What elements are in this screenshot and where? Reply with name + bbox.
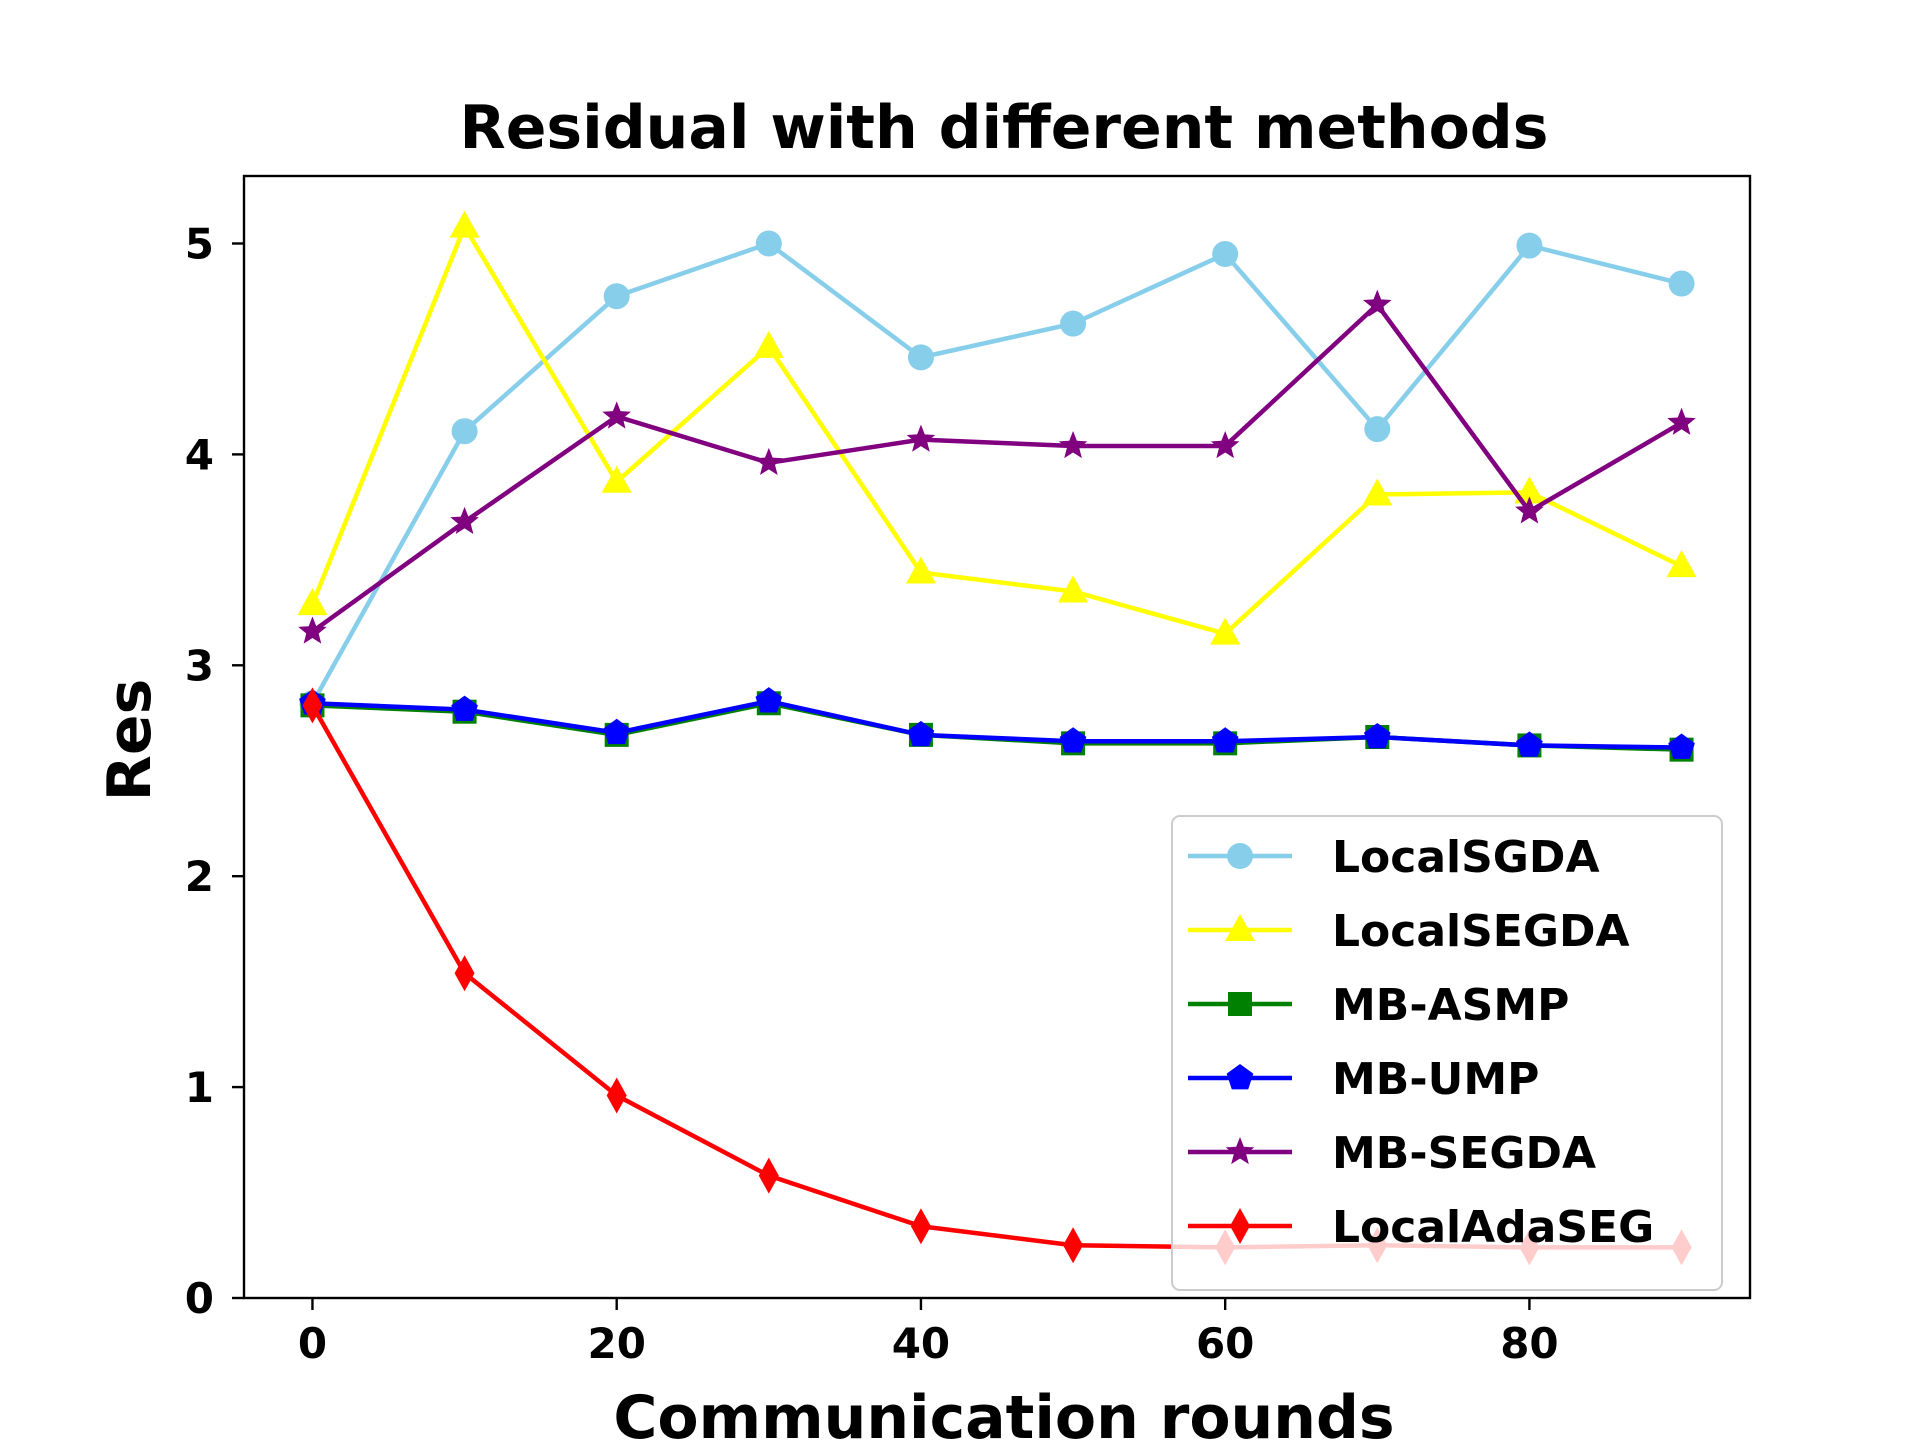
legend-box xyxy=(1171,815,1723,1291)
data-point-localadaseg xyxy=(910,1208,931,1245)
data-point-localsgda xyxy=(1516,232,1543,259)
y-axis-label: Res xyxy=(95,679,165,802)
data-point-mb-segda xyxy=(298,616,327,644)
data-point-localsegda xyxy=(297,588,328,616)
legend-item-mb-asmp: MB-ASMP xyxy=(1188,980,1569,1031)
data-point-mb-segda xyxy=(1058,430,1088,459)
data-point-mb-segda xyxy=(1667,407,1696,435)
legend-item-mb-ump: MB-UMP xyxy=(1188,1054,1539,1105)
data-point-mb-segda xyxy=(450,506,479,535)
data-point-localadaseg xyxy=(758,1157,779,1194)
data-point-mb-segda xyxy=(1363,289,1392,317)
data-point-mb-ump xyxy=(451,695,478,721)
x-axis-label: Communication rounds xyxy=(613,1383,1394,1440)
data-point-mb-segda xyxy=(602,401,631,429)
data-point-localsgda xyxy=(755,230,782,257)
legend-marker xyxy=(1227,843,1253,869)
legend-item-localsgda: LocalSGDA xyxy=(1188,832,1600,883)
x-axis-ticks: 0 20 40 60 80 xyxy=(298,1298,1559,1368)
legend-label: MB-UMP xyxy=(1332,1054,1539,1105)
x-tick-label: 20 xyxy=(587,1319,645,1368)
y-tick-label: 1 xyxy=(185,1063,214,1112)
legend-label: LocalSEGDA xyxy=(1332,906,1630,957)
data-point-mb-segda xyxy=(754,447,784,475)
data-point-localsegda xyxy=(905,556,936,584)
legend-label: LocalSGDA xyxy=(1332,832,1600,883)
data-point-localsgda xyxy=(451,418,478,445)
y-tick-label: 2 xyxy=(185,852,214,901)
data-point-localsegda xyxy=(1362,478,1393,506)
series-line-localsegda xyxy=(310,224,1683,636)
series-line-localsgda xyxy=(310,241,1683,705)
data-point-localsegda xyxy=(1514,476,1545,504)
x-tick-label: 60 xyxy=(1196,1319,1254,1368)
legend-marker xyxy=(1228,992,1252,1016)
legend-marker xyxy=(1230,1208,1250,1244)
series-mb-ump xyxy=(299,687,1695,759)
series-localsgda xyxy=(299,230,1695,717)
y-tick-label: 5 xyxy=(185,219,214,268)
data-point-localsgda xyxy=(1668,270,1695,297)
data-point-mb-segda xyxy=(906,424,936,452)
y-tick-label: 4 xyxy=(185,430,214,479)
data-point-localsegda xyxy=(1210,617,1241,645)
data-point-mb-ump xyxy=(1516,731,1543,757)
data-point-mb-segda xyxy=(1210,430,1240,459)
data-point-localsegda xyxy=(753,330,784,358)
data-point-localsegda xyxy=(449,210,480,238)
data-point-localadaseg xyxy=(454,955,475,992)
series-mb-asmp xyxy=(300,691,1694,762)
series-line-mb-ump xyxy=(312,698,1682,750)
legend-label: MB-SEGDA xyxy=(1332,1128,1596,1179)
data-point-mb-ump xyxy=(1668,733,1695,759)
series-line-mb-segda xyxy=(311,302,1683,634)
data-point-localsegda xyxy=(1666,550,1697,578)
data-point-mb-ump xyxy=(907,720,935,747)
y-tick-label: 3 xyxy=(185,641,214,690)
plot-frame xyxy=(242,174,1752,1300)
x-tick-label: 0 xyxy=(298,1319,327,1368)
legend-marker xyxy=(1225,1137,1255,1165)
chart-title: Residual with different methods xyxy=(460,93,1549,163)
data-point-mb-segda xyxy=(1515,496,1544,524)
data-point-mb-ump xyxy=(755,687,783,713)
data-point-mb-ump xyxy=(1059,727,1087,753)
data-point-localadaseg xyxy=(302,687,323,724)
legend: LocalSGDA LocalSEGDA MB-ASMP MB-UMP MB-SEGDA… xyxy=(1171,815,1723,1291)
data-point-localadaseg xyxy=(606,1077,627,1114)
data-point-localsgda xyxy=(907,344,934,371)
data-point-localsgda xyxy=(603,283,630,310)
legend-label: LocalAdaSEG xyxy=(1332,1202,1654,1253)
series-mb-segda xyxy=(298,289,1696,644)
data-point-localadaseg xyxy=(1063,1227,1084,1264)
data-point-localsgda xyxy=(1060,310,1087,337)
series-localsegda xyxy=(297,210,1697,645)
plot-area xyxy=(242,174,1752,1300)
y-tick-label: 0 xyxy=(185,1274,214,1323)
data-point-localsegda xyxy=(601,465,632,493)
legend-item-localadaseg: LocalAdaSEG xyxy=(1188,1202,1654,1253)
data-point-mb-ump xyxy=(1363,723,1391,749)
data-point-localsgda xyxy=(1212,241,1239,268)
x-tick-label: 80 xyxy=(1500,1319,1558,1368)
legend-marker xyxy=(1225,914,1255,941)
data-point-mb-ump xyxy=(603,718,631,745)
legend-label: MB-ASMP xyxy=(1332,980,1569,1031)
legend-item-mb-segda: MB-SEGDA xyxy=(1188,1128,1596,1179)
data-point-localsegda xyxy=(1058,575,1089,603)
x-tick-label: 40 xyxy=(892,1319,950,1368)
legend-item-localsegda: LocalSEGDA xyxy=(1188,906,1630,957)
y-axis-ticks: 0 1 2 3 4 5 xyxy=(185,219,244,1323)
data-point-mb-ump xyxy=(1211,727,1239,753)
data-point-localsgda xyxy=(1364,416,1391,443)
legend-marker xyxy=(1226,1064,1254,1090)
